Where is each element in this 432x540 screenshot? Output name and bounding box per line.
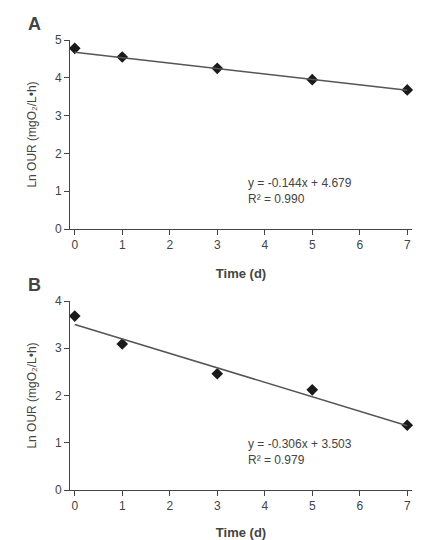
svg-text:3: 3 [214, 238, 221, 252]
svg-text:A: A [28, 14, 41, 34]
svg-text:7: 7 [404, 499, 411, 513]
svg-text:Ln OUR (mgO₂/L•h): Ln OUR (mgO₂/L•h) [25, 81, 39, 187]
svg-text:3: 3 [214, 499, 221, 513]
svg-text:2: 2 [166, 499, 173, 513]
svg-text:2: 2 [55, 147, 62, 161]
svg-text:1: 1 [55, 436, 62, 450]
svg-text:Time (d): Time (d) [216, 525, 266, 540]
svg-text:4: 4 [261, 499, 268, 513]
svg-text:0: 0 [55, 222, 62, 236]
svg-text:y = -0.306x + 3.503R² = 0.979: y = -0.306x + 3.503R² = 0.979 [248, 437, 352, 467]
svg-text:1: 1 [119, 499, 126, 513]
svg-text:0: 0 [71, 499, 78, 513]
svg-text:1: 1 [119, 238, 126, 252]
svg-text:2: 2 [55, 389, 62, 403]
svg-text:4: 4 [55, 294, 62, 308]
svg-text:2: 2 [166, 238, 173, 252]
svg-text:5: 5 [55, 33, 62, 47]
svg-text:3: 3 [55, 341, 62, 355]
svg-text:Time (d): Time (d) [216, 266, 266, 281]
svg-text:4: 4 [55, 71, 62, 85]
svg-text:B: B [28, 275, 41, 295]
svg-text:1: 1 [55, 184, 62, 198]
svg-text:6: 6 [356, 238, 363, 252]
svg-text:3: 3 [55, 109, 62, 123]
svg-text:5: 5 [309, 499, 316, 513]
svg-text:0: 0 [71, 238, 78, 252]
svg-text:y = -0.144x + 4.679R² = 0.990: y = -0.144x + 4.679R² = 0.990 [248, 176, 352, 206]
svg-text:4: 4 [261, 238, 268, 252]
svg-text:Ln OUR (mgO₂/L•h): Ln OUR (mgO₂/L•h) [25, 342, 39, 448]
svg-text:6: 6 [356, 499, 363, 513]
svg-text:5: 5 [309, 238, 316, 252]
svg-text:0: 0 [55, 483, 62, 497]
svg-text:7: 7 [404, 238, 411, 252]
